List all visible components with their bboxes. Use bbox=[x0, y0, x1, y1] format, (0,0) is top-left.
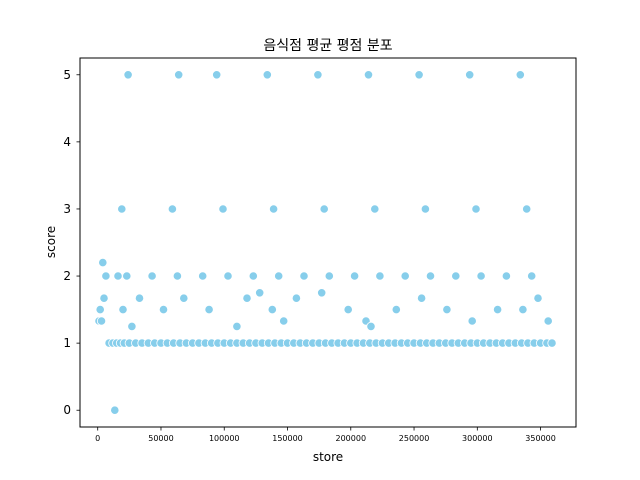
data-point bbox=[414, 70, 424, 80]
data-point bbox=[268, 204, 279, 214]
data-point bbox=[223, 271, 233, 281]
data-point bbox=[291, 293, 301, 303]
data-point bbox=[147, 271, 157, 281]
data-point bbox=[467, 316, 477, 326]
data-point bbox=[117, 204, 127, 214]
data-point bbox=[110, 405, 120, 415]
data-point bbox=[313, 70, 323, 80]
x-tick-label: 200000 bbox=[336, 434, 367, 443]
x-tick-label: 50000 bbox=[148, 434, 173, 443]
data-point bbox=[533, 293, 543, 303]
data-point bbox=[204, 304, 214, 315]
y-tick-label: 5 bbox=[63, 68, 71, 82]
data-point bbox=[391, 304, 401, 315]
data-point bbox=[232, 321, 242, 331]
y-axis-label: score bbox=[44, 226, 58, 258]
data-point bbox=[99, 293, 109, 303]
data-point bbox=[262, 70, 272, 80]
data-point bbox=[324, 271, 334, 281]
x-tick-label: 100000 bbox=[209, 434, 240, 443]
x-tick-label: 0 bbox=[95, 434, 100, 443]
data-point bbox=[127, 321, 137, 331]
data-point bbox=[242, 293, 252, 303]
data-point bbox=[492, 304, 503, 315]
y-axis: 0 1 2 3 4 5 bbox=[63, 68, 80, 417]
data-point bbox=[113, 271, 123, 281]
data-point bbox=[515, 70, 525, 80]
x-tick-label: 250000 bbox=[399, 434, 430, 443]
data-point bbox=[465, 70, 475, 80]
data-point bbox=[158, 304, 169, 315]
data-point bbox=[370, 204, 380, 214]
data-point bbox=[179, 293, 189, 303]
data-point bbox=[527, 271, 537, 281]
chart-title: 음식점 평균 평점 분포 bbox=[263, 38, 392, 54]
data-point bbox=[212, 70, 222, 80]
data-point bbox=[122, 271, 132, 281]
data-point bbox=[274, 271, 284, 281]
data-point bbox=[363, 70, 374, 80]
y-tick-label: 1 bbox=[63, 336, 71, 350]
data-point bbox=[471, 204, 481, 214]
data-point bbox=[123, 70, 133, 80]
x-axis: 0 50000 100000 150000 200000 250000 300000 3500… bbox=[95, 427, 556, 443]
data-point bbox=[218, 204, 228, 214]
y-tick-label: 4 bbox=[63, 135, 71, 149]
data-point bbox=[522, 204, 532, 214]
data-point bbox=[95, 304, 105, 315]
data-point bbox=[420, 204, 430, 214]
data-point bbox=[442, 304, 452, 315]
data-point bbox=[118, 304, 128, 315]
data-point bbox=[366, 321, 376, 331]
data-point bbox=[255, 288, 265, 298]
x-axis-label: store bbox=[313, 450, 343, 464]
plot-frame bbox=[79, 57, 577, 428]
y-tick-label: 3 bbox=[63, 202, 71, 216]
data-point bbox=[416, 293, 427, 303]
data-point bbox=[134, 293, 145, 303]
data-point bbox=[198, 271, 208, 281]
data-point bbox=[319, 204, 329, 214]
data-point bbox=[98, 257, 108, 268]
data-point bbox=[518, 304, 528, 315]
data-point bbox=[299, 271, 309, 281]
y-tick-label: 0 bbox=[63, 403, 71, 417]
data-point bbox=[279, 316, 289, 326]
x-tick-label: 350000 bbox=[525, 434, 556, 443]
data-point bbox=[248, 271, 258, 281]
data-point bbox=[501, 271, 511, 281]
data-point bbox=[267, 304, 277, 315]
data-point bbox=[476, 271, 486, 281]
data-point bbox=[547, 338, 557, 348]
x-tick-label: 300000 bbox=[462, 434, 493, 443]
data-point bbox=[343, 304, 353, 315]
data-point bbox=[375, 271, 385, 281]
data-point bbox=[317, 288, 327, 298]
data-point bbox=[174, 70, 184, 80]
data-point bbox=[400, 271, 410, 281]
data-point bbox=[451, 271, 461, 281]
data-point bbox=[172, 271, 182, 281]
data-point bbox=[425, 271, 436, 281]
data-point bbox=[167, 204, 177, 214]
data-point bbox=[101, 271, 111, 281]
data-point bbox=[96, 316, 107, 326]
x-tick-label: 150000 bbox=[272, 434, 303, 443]
data-point bbox=[349, 271, 360, 281]
points-layer bbox=[94, 70, 557, 415]
data-point bbox=[543, 316, 553, 326]
y-tick-label: 2 bbox=[63, 269, 71, 283]
